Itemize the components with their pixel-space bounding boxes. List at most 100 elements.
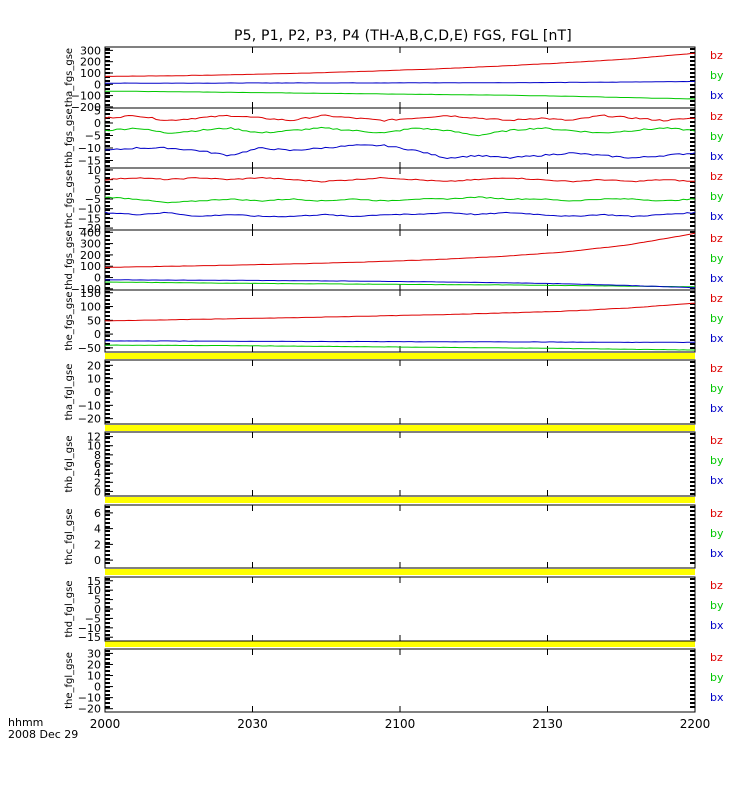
- y-axis-label: thd_fgs_gse: [64, 230, 75, 289]
- x-tick-label: 2000: [90, 717, 121, 731]
- series-line-by: [104, 196, 696, 204]
- legend-label-by: by: [710, 671, 724, 684]
- legend-label-by: by: [710, 190, 724, 203]
- legend-label-bz: bz: [710, 362, 723, 375]
- y-tick-label: −15: [78, 155, 101, 168]
- legend-label-bz: bz: [710, 110, 723, 123]
- panel-frame: [104, 504, 696, 569]
- legend-label-bx: bx: [710, 619, 724, 632]
- legend-label-bz: bz: [710, 507, 723, 520]
- y-tick-label: 200: [80, 249, 101, 262]
- legend-label-by: by: [710, 599, 724, 612]
- y-axis-label: thc_fgl_gse: [64, 508, 75, 564]
- y-tick-label: 0: [94, 681, 101, 694]
- legend-label-bz: bz: [710, 434, 723, 447]
- series-line-bz: [104, 176, 696, 183]
- data-gap-bar-1: [105, 353, 695, 359]
- y-tick-label: 400: [80, 226, 101, 239]
- y-tick-label: −5: [85, 130, 101, 143]
- y-tick-label: 100: [80, 67, 101, 80]
- y-tick-label: 0: [94, 328, 101, 341]
- legend-label-bx: bx: [710, 150, 724, 163]
- panel-frame: [104, 107, 696, 169]
- data-gap-bar-5: [105, 641, 695, 647]
- y-tick-label: 4: [94, 467, 101, 480]
- y-tick-label: 300: [80, 44, 101, 57]
- y-tick-label: −200: [71, 101, 101, 114]
- y-tick-label: 20: [87, 359, 101, 372]
- panel-thc_fgl_gse: 6 4 2 0 thc_fgl_gse bz by bx: [64, 504, 724, 569]
- legend-label-by: by: [710, 454, 724, 467]
- y-tick-label: 4: [94, 523, 101, 536]
- legend-label-bx: bx: [710, 474, 724, 487]
- legend-label-bz: bz: [710, 292, 723, 305]
- x-tick-label: 2030: [237, 717, 268, 731]
- y-tick-label: 0: [94, 603, 101, 616]
- y-tick-label: 5: [94, 594, 101, 607]
- y-tick-label: 10: [87, 584, 101, 597]
- date-label: 2008 Dec 29: [8, 728, 79, 741]
- panel-frame: [104, 576, 696, 642]
- y-tick-label: 10: [87, 373, 101, 386]
- series-line-bz: [104, 114, 696, 122]
- legend-label-bz: bz: [710, 232, 723, 245]
- y-tick-label: 0: [94, 272, 101, 285]
- series-line-by: [104, 126, 696, 137]
- panel-frame: [104, 648, 696, 713]
- y-tick-label: 100: [80, 301, 101, 314]
- y-tick-label: 0: [94, 386, 101, 399]
- y-tick-label: −5: [85, 612, 101, 625]
- y-tick-label: 6: [94, 507, 101, 520]
- legend-label-bx: bx: [710, 332, 724, 345]
- y-tick-label: −15: [78, 212, 101, 225]
- y-tick-label: 10: [87, 164, 101, 177]
- panel-frame: [104, 359, 696, 425]
- y-tick-label: 5: [94, 174, 101, 187]
- y-tick-label: 0: [94, 554, 101, 567]
- x-tick-label: 2200: [680, 717, 711, 731]
- y-axis-label: tha_fgs_gse: [64, 48, 75, 107]
- y-tick-label: 0: [94, 183, 101, 196]
- y-tick-label: 100: [80, 260, 101, 273]
- y-tick-label: −100: [71, 283, 101, 296]
- x-tick-label: 2100: [385, 717, 416, 731]
- x-tick-label: 2130: [532, 717, 563, 731]
- legend-label-by: by: [710, 69, 724, 82]
- legend-label-bx: bx: [710, 272, 724, 285]
- panel-frame: [104, 46, 696, 109]
- series-line-by: [105, 90, 696, 100]
- y-tick-label: 15: [87, 575, 101, 588]
- data-gap-bar-2: [105, 425, 695, 431]
- y-axis-label: thb_fgl_gse: [64, 436, 75, 493]
- time-axis-label: hhmm: [8, 716, 44, 729]
- series-line-bx: [105, 279, 696, 289]
- series-line-by: [104, 281, 696, 288]
- series-line-bx: [105, 80, 695, 84]
- y-tick-label: −10: [78, 142, 101, 155]
- y-tick-label: −10: [78, 692, 101, 705]
- legend-label-bx: bx: [710, 89, 724, 102]
- series-line-bz: [104, 302, 696, 322]
- series-line-by: [105, 344, 696, 351]
- y-tick-label: 0: [94, 485, 101, 498]
- series-line-bz: [105, 232, 696, 268]
- panel-frame: [104, 431, 696, 497]
- y-axis-label: the_fgs_gse: [64, 291, 75, 350]
- y-tick-label: 8: [94, 449, 101, 462]
- legend-label-by: by: [710, 252, 724, 265]
- y-axis-label: tha_fgl_gse: [64, 364, 75, 421]
- legend-label-bz: bz: [710, 651, 723, 664]
- y-axis-label: thd_fgl_gse: [64, 581, 75, 638]
- series-line-bx: [105, 144, 696, 160]
- y-axis-label: thc_fgs_gse: [64, 170, 75, 229]
- y-tick-label: 12: [87, 431, 101, 444]
- legend-label-bz: bz: [710, 579, 723, 592]
- legend-label-bz: bz: [710, 49, 723, 62]
- y-tick-label: 5: [94, 105, 101, 118]
- y-tick-label: 30: [87, 647, 101, 660]
